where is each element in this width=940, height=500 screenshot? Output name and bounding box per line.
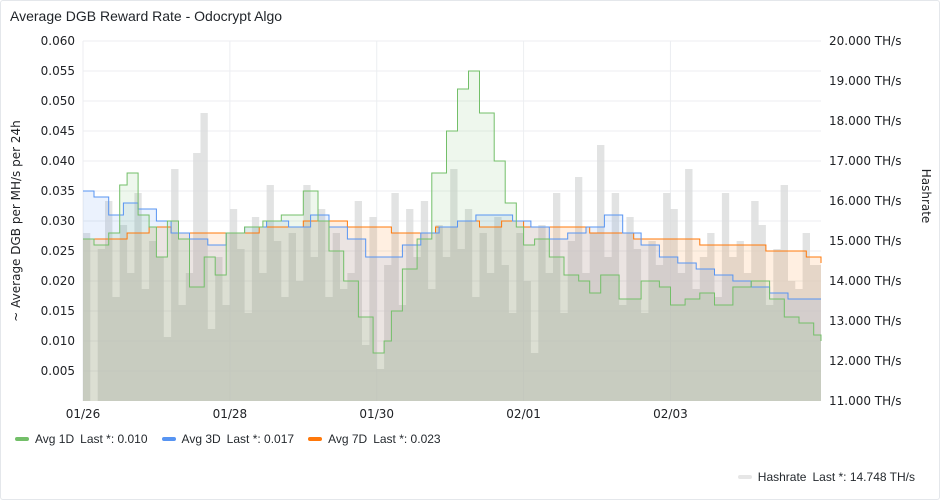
y2-tick-label: 14.000 TH/s: [829, 274, 901, 288]
legend-item-hashrate[interactable]: Hashrate Last *: 14.748 TH/s: [737, 470, 915, 484]
legend-stat-avg-1d: Last *: 0.010: [80, 432, 148, 446]
series-area-avg-3d: [83, 191, 821, 401]
y-tick-label: 0.060: [41, 34, 75, 48]
y-tick-label: 0.045: [41, 124, 75, 138]
legend: Avg 1D Last *: 0.010 Avg 3D Last *: 0.01…: [15, 432, 441, 446]
legend-label-hashrate: Hashrate: [757, 470, 807, 484]
legend-label-avg-3d: Avg 3D: [181, 432, 221, 446]
y2-tick-label: 17.000 TH/s: [829, 154, 901, 168]
y2-tick-label: 11.000 TH/s: [829, 394, 901, 408]
y2-axis-title: Hashrate: [919, 169, 933, 224]
series-line-avg-1d: [83, 70, 822, 354]
y2-tick-label: 15.000 TH/s: [829, 234, 901, 248]
y2-tick-label: 13.000 TH/s: [829, 314, 901, 328]
y-tick-label: 0.050: [41, 94, 75, 108]
y-tick-label: 0.010: [41, 334, 75, 348]
y-tick-label: 0.055: [41, 64, 75, 78]
x-tick-label: 01/30: [359, 407, 394, 421]
legend-swatch-avg-3d: [161, 437, 176, 441]
y2-tick-label: 18.000 TH/s: [829, 114, 901, 128]
legend-swatch-avg-1d: [15, 437, 29, 441]
y-tick-label: 0.015: [41, 304, 75, 318]
legend-stat-avg-3d: Last *: 0.017: [226, 432, 295, 446]
legend-item-avg-7d[interactable]: Avg 7D Last *: 0.023: [308, 432, 441, 446]
series-line-avg-3d: [83, 190, 821, 300]
y2-tick-label: 19.000 TH/s: [829, 74, 901, 88]
y-tick-label: 0.040: [41, 154, 75, 168]
y2-tick-label: 16.000 TH/s: [829, 194, 901, 208]
legend-swatch-avg-7d: [308, 437, 323, 441]
chart-svg: 0.005 0.010 0.015 0.020 0.025 0.030 0.035 0.040…: [9, 34, 933, 421]
x-tick-label: 02/01: [506, 407, 541, 421]
legend-right: Hashrate Last *: 14.748 TH/s: [737, 470, 915, 484]
panel-title: Average DGB Reward Rate - Odocrypt Algo: [10, 8, 283, 24]
y2-tick-label: 12.000 TH/s: [829, 354, 901, 368]
y2-tick-label: 20.000 TH/s: [829, 34, 901, 48]
y-tick-label: 0.020: [41, 274, 75, 288]
legend-swatch-hashrate: [737, 475, 752, 479]
series-area-avg-7d: [83, 221, 821, 401]
legend-item-avg-3d[interactable]: Avg 3D Last *: 0.017: [161, 432, 295, 446]
legend-stat-hashrate: Last *: 14.748 TH/s: [812, 470, 915, 484]
x-tick-label: 01/26: [66, 407, 101, 421]
y-tick-label: 0.005: [41, 364, 75, 378]
y-axis-title: ~ Average DGB per MH/s per 24h: [9, 120, 23, 321]
legend-stat-avg-7d: Last *: 0.023: [373, 432, 441, 446]
y-tick-label: 0.035: [41, 184, 75, 198]
legend-item-avg-1d[interactable]: Avg 1D Last *: 0.010: [15, 432, 148, 446]
y-tick-label: 0.030: [41, 214, 75, 228]
series-area-avg-1d: [83, 71, 821, 401]
x-tick-label: 02/03: [653, 407, 688, 421]
plot-area: [83, 71, 821, 401]
axes: 0.005 0.010 0.015 0.020 0.025 0.030 0.035 0.040…: [9, 34, 933, 421]
legend-label-avg-1d: Avg 1D: [35, 432, 75, 446]
x-tick-label: 01/28: [213, 407, 248, 421]
legend-label-avg-7d: Avg 7D: [328, 432, 368, 446]
series-lines: [83, 70, 822, 354]
y-tick-label: 0.025: [41, 244, 75, 258]
series-area-hashrate: [83, 113, 821, 401]
